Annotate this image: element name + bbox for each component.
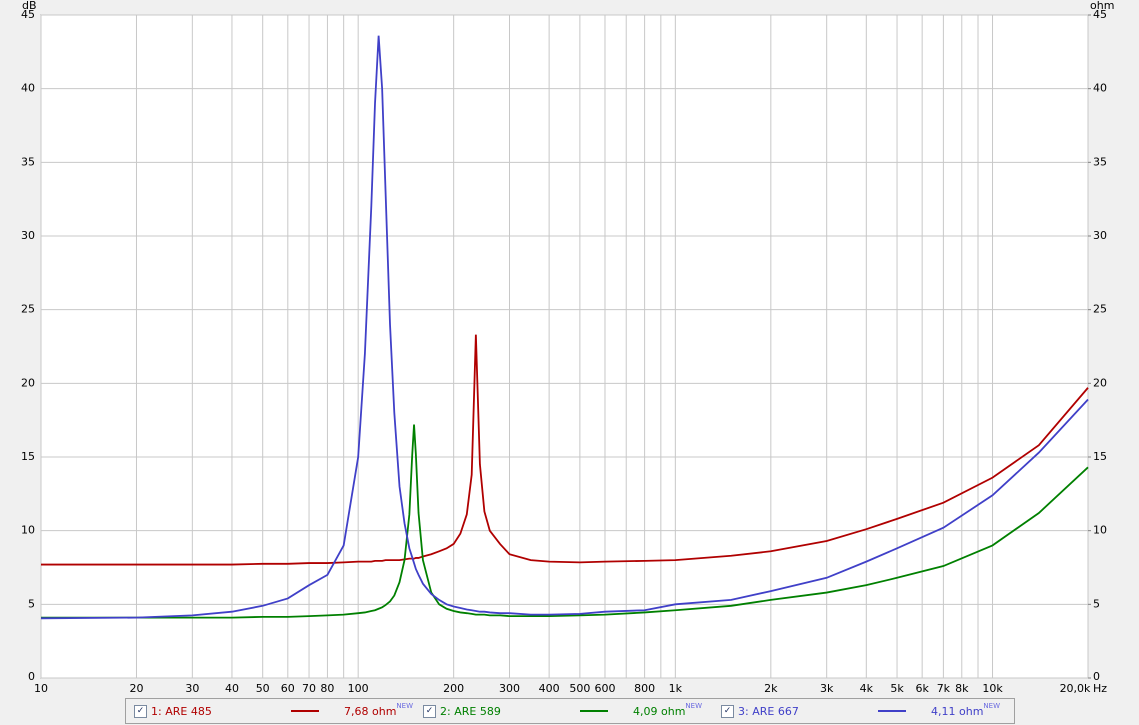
new-badge: NEW [685,702,702,710]
x-tick-label: 10 [34,682,48,695]
x-axis-label: Hz [1093,682,1107,695]
x-tick-label: 50 [256,682,270,695]
y-tick-label: 0 [28,670,35,683]
y2-tick-label: 0 [1093,670,1100,683]
x-tick-label: 100 [348,682,369,695]
y-tick-label: 35 [21,155,35,168]
x-tick-label: 20,0k [1060,682,1091,695]
x-tick-label: 600 [594,682,615,695]
y-tick-label: 25 [21,303,35,316]
y-tick-label: 10 [21,524,35,537]
x-tick-label: 2k [764,682,778,695]
x-tick-label: 6k [915,682,929,695]
y-tick-label: 20 [21,376,35,389]
x-tick-label: 4k [860,682,874,695]
new-badge: NEW [983,702,1000,710]
y-tick-label: 40 [21,82,35,95]
x-tick-label: 300 [499,682,520,695]
legend-item: 1: ARE 485 [134,699,212,723]
x-tick-label: 10k [982,682,1003,695]
x-tick-label: 500 [569,682,590,695]
x-tick-label: 8k [955,682,969,695]
x-tick-label: 80 [320,682,334,695]
checkbox[interactable] [721,704,734,718]
legend-item: 3: ARE 667 [721,699,799,723]
legend-swatch [291,710,319,712]
grid [40,14,1089,679]
y-tick-label: 15 [21,450,35,463]
new-badge: NEW [396,702,413,710]
legend-label: 2: ARE 589 [440,704,501,718]
chart: dB ohm Hz 10 20 30 40 50 60 70 80 100 200 300 400 50… [21,0,1114,695]
x-tick-label: 5k [890,682,904,695]
series-line [41,334,1089,566]
legend-value-text: 7,68 ohm [344,704,397,718]
x-tick-label: 30 [185,682,199,695]
y2-tick-label: 25 [1093,303,1107,316]
y-axis-label: dB [22,0,37,12]
x-tick-label: 200 [443,682,464,695]
x-tick-label: 7k [937,682,951,695]
checkbox[interactable] [423,704,436,718]
legend-value-text: 4,09 ohm [633,704,686,718]
legend-swatch [878,710,906,712]
y2-tick-label: 15 [1093,450,1107,463]
y2-tick-label: 30 [1093,229,1107,242]
legend-item: 2: ARE 589 [423,699,501,723]
y-tick-label: 45 [21,8,35,21]
y2-tick-label: 35 [1093,155,1107,168]
x-tick-label: 60 [281,682,295,695]
x-tick-label: 3k [820,682,834,695]
x-tick-label: 400 [539,682,560,695]
legend-value: 4,09 ohm NEW [633,699,702,723]
y2-tick-label: 10 [1093,524,1107,537]
x-tick-label: 70 [302,682,316,695]
legend-value: 4,11 ohm NEW [931,699,1000,723]
checkbox[interactable] [134,704,147,718]
legend-value-text: 4,11 ohm [931,704,984,718]
y2-tick-label: 45 [1093,8,1107,21]
series-line [40,35,1089,620]
x-tick-label: 40 [225,682,239,695]
x-tick-label: 20 [129,682,143,695]
x-tick-label: 1k [669,682,683,695]
legend-label: 1: ARE 485 [151,704,212,718]
y2-tick-label: 40 [1093,82,1107,95]
legend-value: 7,68 ohm NEW [344,699,413,723]
legend-swatch [580,710,608,712]
y2-tick-label: 20 [1093,376,1107,389]
y-tick-label: 5 [28,597,35,610]
legend-label: 3: ARE 667 [738,704,799,718]
plot-area [40,14,1089,679]
series-line [41,424,1089,619]
y-tick-label: 30 [21,229,35,242]
x-tick-label: 800 [634,682,655,695]
y2-tick-label: 5 [1093,597,1100,610]
y2-axis-label: ohm [1090,0,1114,12]
